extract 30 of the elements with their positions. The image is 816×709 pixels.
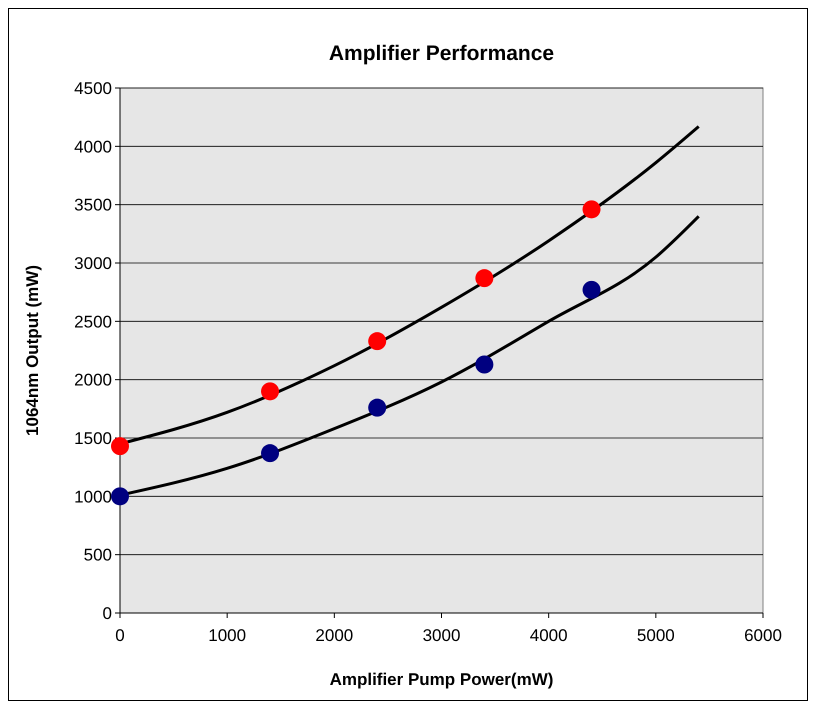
y-tick-label: 1500 [74,428,112,448]
y-tick-label: 3500 [74,196,112,215]
point [475,269,494,288]
point [111,487,129,506]
y-axis-title: 1064nm Output (mW) [23,265,42,436]
y-tick-label: 1000 [74,487,112,506]
y-tick-label: 3000 [74,254,112,273]
y-tick-label: 4000 [74,137,112,156]
y-tick-label: 4500 [74,78,112,98]
x-tick-label: 0 [115,626,125,645]
point [111,437,129,456]
y-tick-label: 500 [84,546,112,565]
point [261,444,280,462]
x-tick-label: 6000 [744,626,782,645]
chart-title: Amplifier Performance [328,42,554,65]
y-tick-label: 2000 [74,370,112,390]
x-tick-label: 1000 [208,626,246,645]
point [475,356,494,374]
point [582,200,601,218]
point [368,398,386,417]
x-tick-label: 5000 [636,626,675,645]
x-tick-label: 2000 [315,626,354,645]
point [368,332,386,350]
x-tick-label: 4000 [530,626,568,645]
y-tick-label: 2500 [74,312,112,332]
point [261,382,280,400]
y-tick-label: 0 [102,604,112,623]
x-axis-title: Amplifier Pump Power(mW) [330,670,554,689]
point [582,280,601,299]
x-tick-label: 3000 [422,626,460,645]
